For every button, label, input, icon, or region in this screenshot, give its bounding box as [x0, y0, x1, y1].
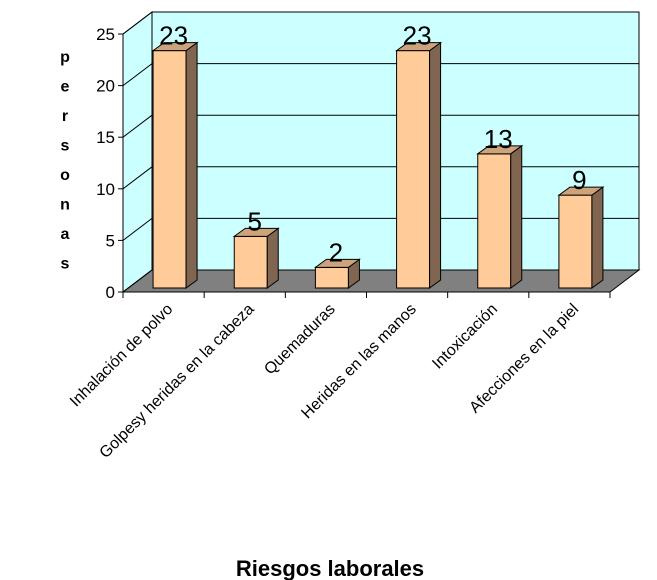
y-tick-label: 0	[106, 283, 115, 302]
bar-front	[152, 50, 187, 289]
grid-line-side	[122, 218, 153, 241]
x-axis-label: Riesgos laborales	[236, 556, 424, 580]
bar-front	[396, 50, 431, 289]
x-tick-label: Golpesy heridas en la cabeza	[97, 301, 258, 462]
bar-top	[557, 186, 605, 196]
data-label: 5	[248, 206, 262, 236]
bar-top	[313, 258, 361, 268]
bar-top	[151, 42, 199, 52]
grid-line-side	[122, 11, 153, 35]
bar-top	[476, 145, 524, 155]
y-tick-label: 15	[96, 128, 115, 147]
bar-side	[266, 227, 279, 289]
side-wall	[122, 10, 153, 294]
grid-line-side	[122, 63, 153, 86]
data-label: 13	[484, 124, 513, 154]
data-label: 23	[403, 21, 432, 51]
grid-line-side	[122, 166, 153, 190]
y-tick-label: 25	[96, 25, 115, 44]
bar	[151, 41, 199, 289]
y-tick-label: 10	[96, 180, 115, 199]
bar-top	[232, 227, 280, 237]
data-label: 2	[329, 237, 343, 267]
data-label: 9	[572, 165, 586, 195]
bar	[557, 186, 605, 289]
bar	[313, 258, 361, 289]
bar-side	[510, 144, 523, 289]
grid-line-side	[122, 114, 153, 138]
bar-front	[558, 194, 593, 289]
bar-side	[591, 186, 604, 289]
bar	[232, 227, 280, 289]
y-tick-label: 5	[106, 231, 115, 250]
bar-side	[185, 41, 198, 289]
bar-side	[429, 41, 442, 289]
y-tick-label: 20	[96, 77, 115, 96]
data-label: 23	[159, 21, 188, 51]
grid-line-side	[122, 269, 153, 293]
bar	[476, 144, 524, 289]
x-tick-label: Intoxicación	[429, 301, 501, 373]
x-tick-label: Quemaduras	[261, 301, 338, 378]
bar-front	[233, 235, 268, 289]
bar-front	[314, 266, 349, 289]
bar	[395, 41, 443, 289]
bar-front	[477, 153, 512, 289]
bar-top	[395, 42, 443, 52]
